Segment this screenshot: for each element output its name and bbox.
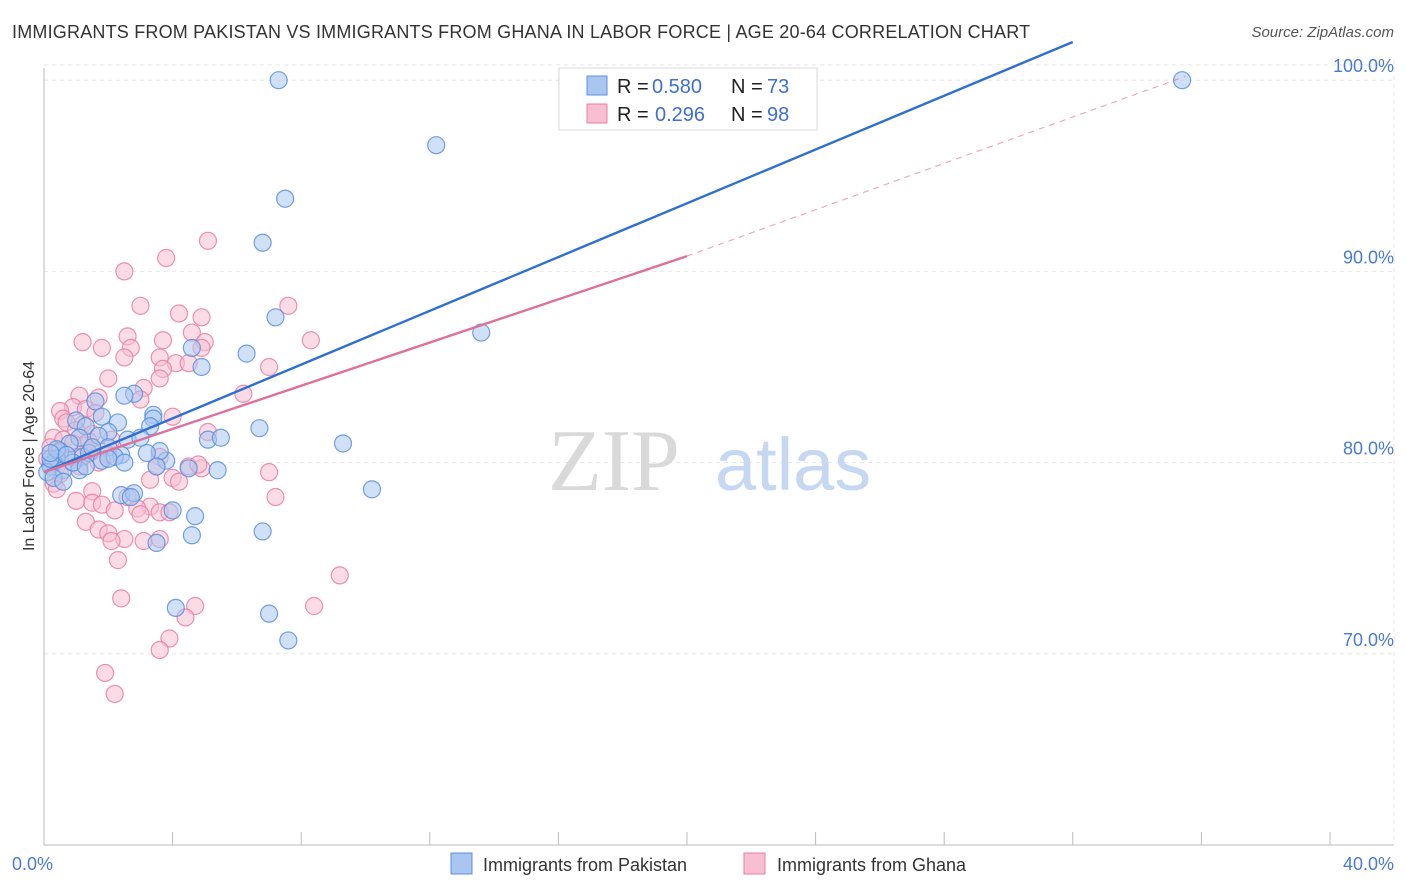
- pakistan-point-60: [182, 526, 201, 545]
- y-tick-label-80: 80.0%: [1343, 439, 1394, 459]
- pakistan-point-58: [253, 522, 272, 541]
- y-axis-title: In Labor Force | Age 20-64: [21, 361, 38, 551]
- ghana-point-23: [150, 369, 169, 388]
- ghana-point-0: [198, 231, 218, 250]
- ghana-point-17: [115, 348, 134, 367]
- pakistan-point-52: [362, 480, 382, 499]
- ghana-point-1: [157, 248, 176, 268]
- series-legend: Immigrants from Pakistan Immigrants from…: [450, 852, 967, 875]
- ghana-point-58: [259, 463, 279, 482]
- series-legend-swatch-pakistan: [450, 852, 473, 875]
- legend-n-label-pakistan: N =: [731, 76, 763, 98]
- pakistan-point-26: [211, 428, 230, 447]
- ghana-point-93: [105, 684, 124, 704]
- x-tick-label-min: 0.0%: [12, 854, 53, 874]
- watermark-atlas: atlas: [715, 423, 871, 506]
- ghana-point-84: [108, 551, 128, 570]
- ghana-point-5: [169, 304, 189, 323]
- ghana-point-75: [131, 505, 150, 524]
- pakistan-point-8: [182, 338, 201, 357]
- watermark: ZIP atlas: [548, 413, 871, 510]
- pakistan-point-46: [208, 461, 227, 480]
- ghana-point-63: [169, 472, 189, 491]
- pakistan-point-63: [279, 631, 298, 650]
- ghana-point-6: [192, 308, 211, 327]
- legend-n-value-ghana: 98: [767, 104, 789, 126]
- ghana-point-86: [112, 589, 131, 608]
- pakistan-point-12: [115, 386, 134, 405]
- y-tick-label-90: 90.0%: [1343, 247, 1394, 267]
- ghana-point-22: [99, 369, 118, 388]
- pakistan-point-9: [237, 344, 256, 363]
- trend-line-pakistan: [43, 40, 1074, 474]
- legend-r-value-ghana: 0.296: [655, 104, 705, 126]
- legend-r-label-pakistan: R =: [617, 76, 649, 98]
- y-tick-label-70: 70.0%: [1343, 630, 1394, 650]
- ghana-point-67: [67, 491, 86, 510]
- pakistan-point-61: [166, 598, 185, 618]
- pakistan-point-4: [276, 189, 295, 208]
- y-tick-labels: 70.0% 80.0% 90.0% 100.0%: [1333, 56, 1394, 650]
- series-pakistan-points: [38, 71, 1192, 650]
- pakistan-point-57: [186, 507, 205, 526]
- ghana-point-91: [150, 640, 169, 660]
- ghana-point-73: [105, 501, 124, 520]
- ghana-point-13: [92, 338, 111, 357]
- ghana-point-8: [301, 331, 320, 350]
- pakistan-point-72: [41, 443, 60, 463]
- ghana-point-87: [304, 596, 324, 616]
- chart-source: Source: ZipAtlas.com: [1251, 24, 1394, 41]
- legend-swatch-pakistan: [586, 75, 608, 96]
- legend-n-label-ghana: N =: [731, 104, 763, 126]
- ghana-point-7: [73, 333, 92, 352]
- ghana-point-10: [153, 331, 173, 350]
- pakistan-point-55: [121, 487, 140, 507]
- pakistan-point-13: [86, 392, 105, 411]
- watermark-zip: ZIP: [548, 413, 680, 510]
- ghana-point-85: [330, 566, 349, 585]
- ghana-point-66: [266, 487, 285, 507]
- pakistan-point-56: [163, 501, 182, 520]
- pakistan-point-49: [54, 472, 73, 491]
- legend-r-label-ghana: R =: [617, 104, 649, 126]
- ghana-point-92: [95, 663, 115, 683]
- pakistan-point-62: [259, 604, 279, 623]
- pakistan-point-5: [253, 233, 272, 252]
- pakistan-point-7: [266, 308, 285, 327]
- series-legend-label-ghana: Immigrants from Ghana: [777, 855, 967, 875]
- pakistan-point-16: [92, 407, 111, 426]
- trend-line-ghana-extension: [686, 75, 1186, 257]
- pakistan-point-44: [179, 459, 198, 478]
- pakistan-point-3: [427, 136, 446, 155]
- pakistan-point-27: [250, 419, 269, 438]
- ghana-point-4: [279, 296, 298, 315]
- series-legend-swatch-ghana: [743, 852, 766, 875]
- y-tick-label-100: 100.0%: [1333, 56, 1394, 76]
- pakistan-point-71: [137, 443, 156, 463]
- legend-r-value-pakistan: 0.580: [652, 76, 702, 98]
- legend-swatch-ghana: [586, 103, 608, 124]
- pakistan-point-0: [269, 71, 288, 90]
- ghana-point-83: [102, 531, 121, 551]
- pakistan-point-45: [147, 457, 166, 476]
- trend-lines: [43, 40, 1186, 474]
- ghana-point-20: [259, 357, 279, 377]
- legend-n-value-pakistan: 73: [767, 76, 789, 98]
- ghana-point-2: [115, 262, 134, 281]
- pakistan-point-70: [115, 453, 134, 472]
- x-tick-label-max: 40.0%: [1343, 854, 1394, 874]
- trend-line-ghana: [43, 254, 688, 474]
- stats-legend: R = 0.580 N = 73 R = 0.296 N = 98: [558, 67, 818, 131]
- chart-title: IMMIGRANTS FROM PAKISTAN VS IMMIGRANTS F…: [12, 22, 1031, 42]
- series-legend-label-pakistan: Immigrants from Pakistan: [483, 855, 687, 875]
- ghana-point-3: [131, 296, 150, 315]
- pakistan-point-10: [192, 357, 211, 377]
- pakistan-point-28: [333, 434, 353, 453]
- pakistan-point-59: [147, 533, 166, 553]
